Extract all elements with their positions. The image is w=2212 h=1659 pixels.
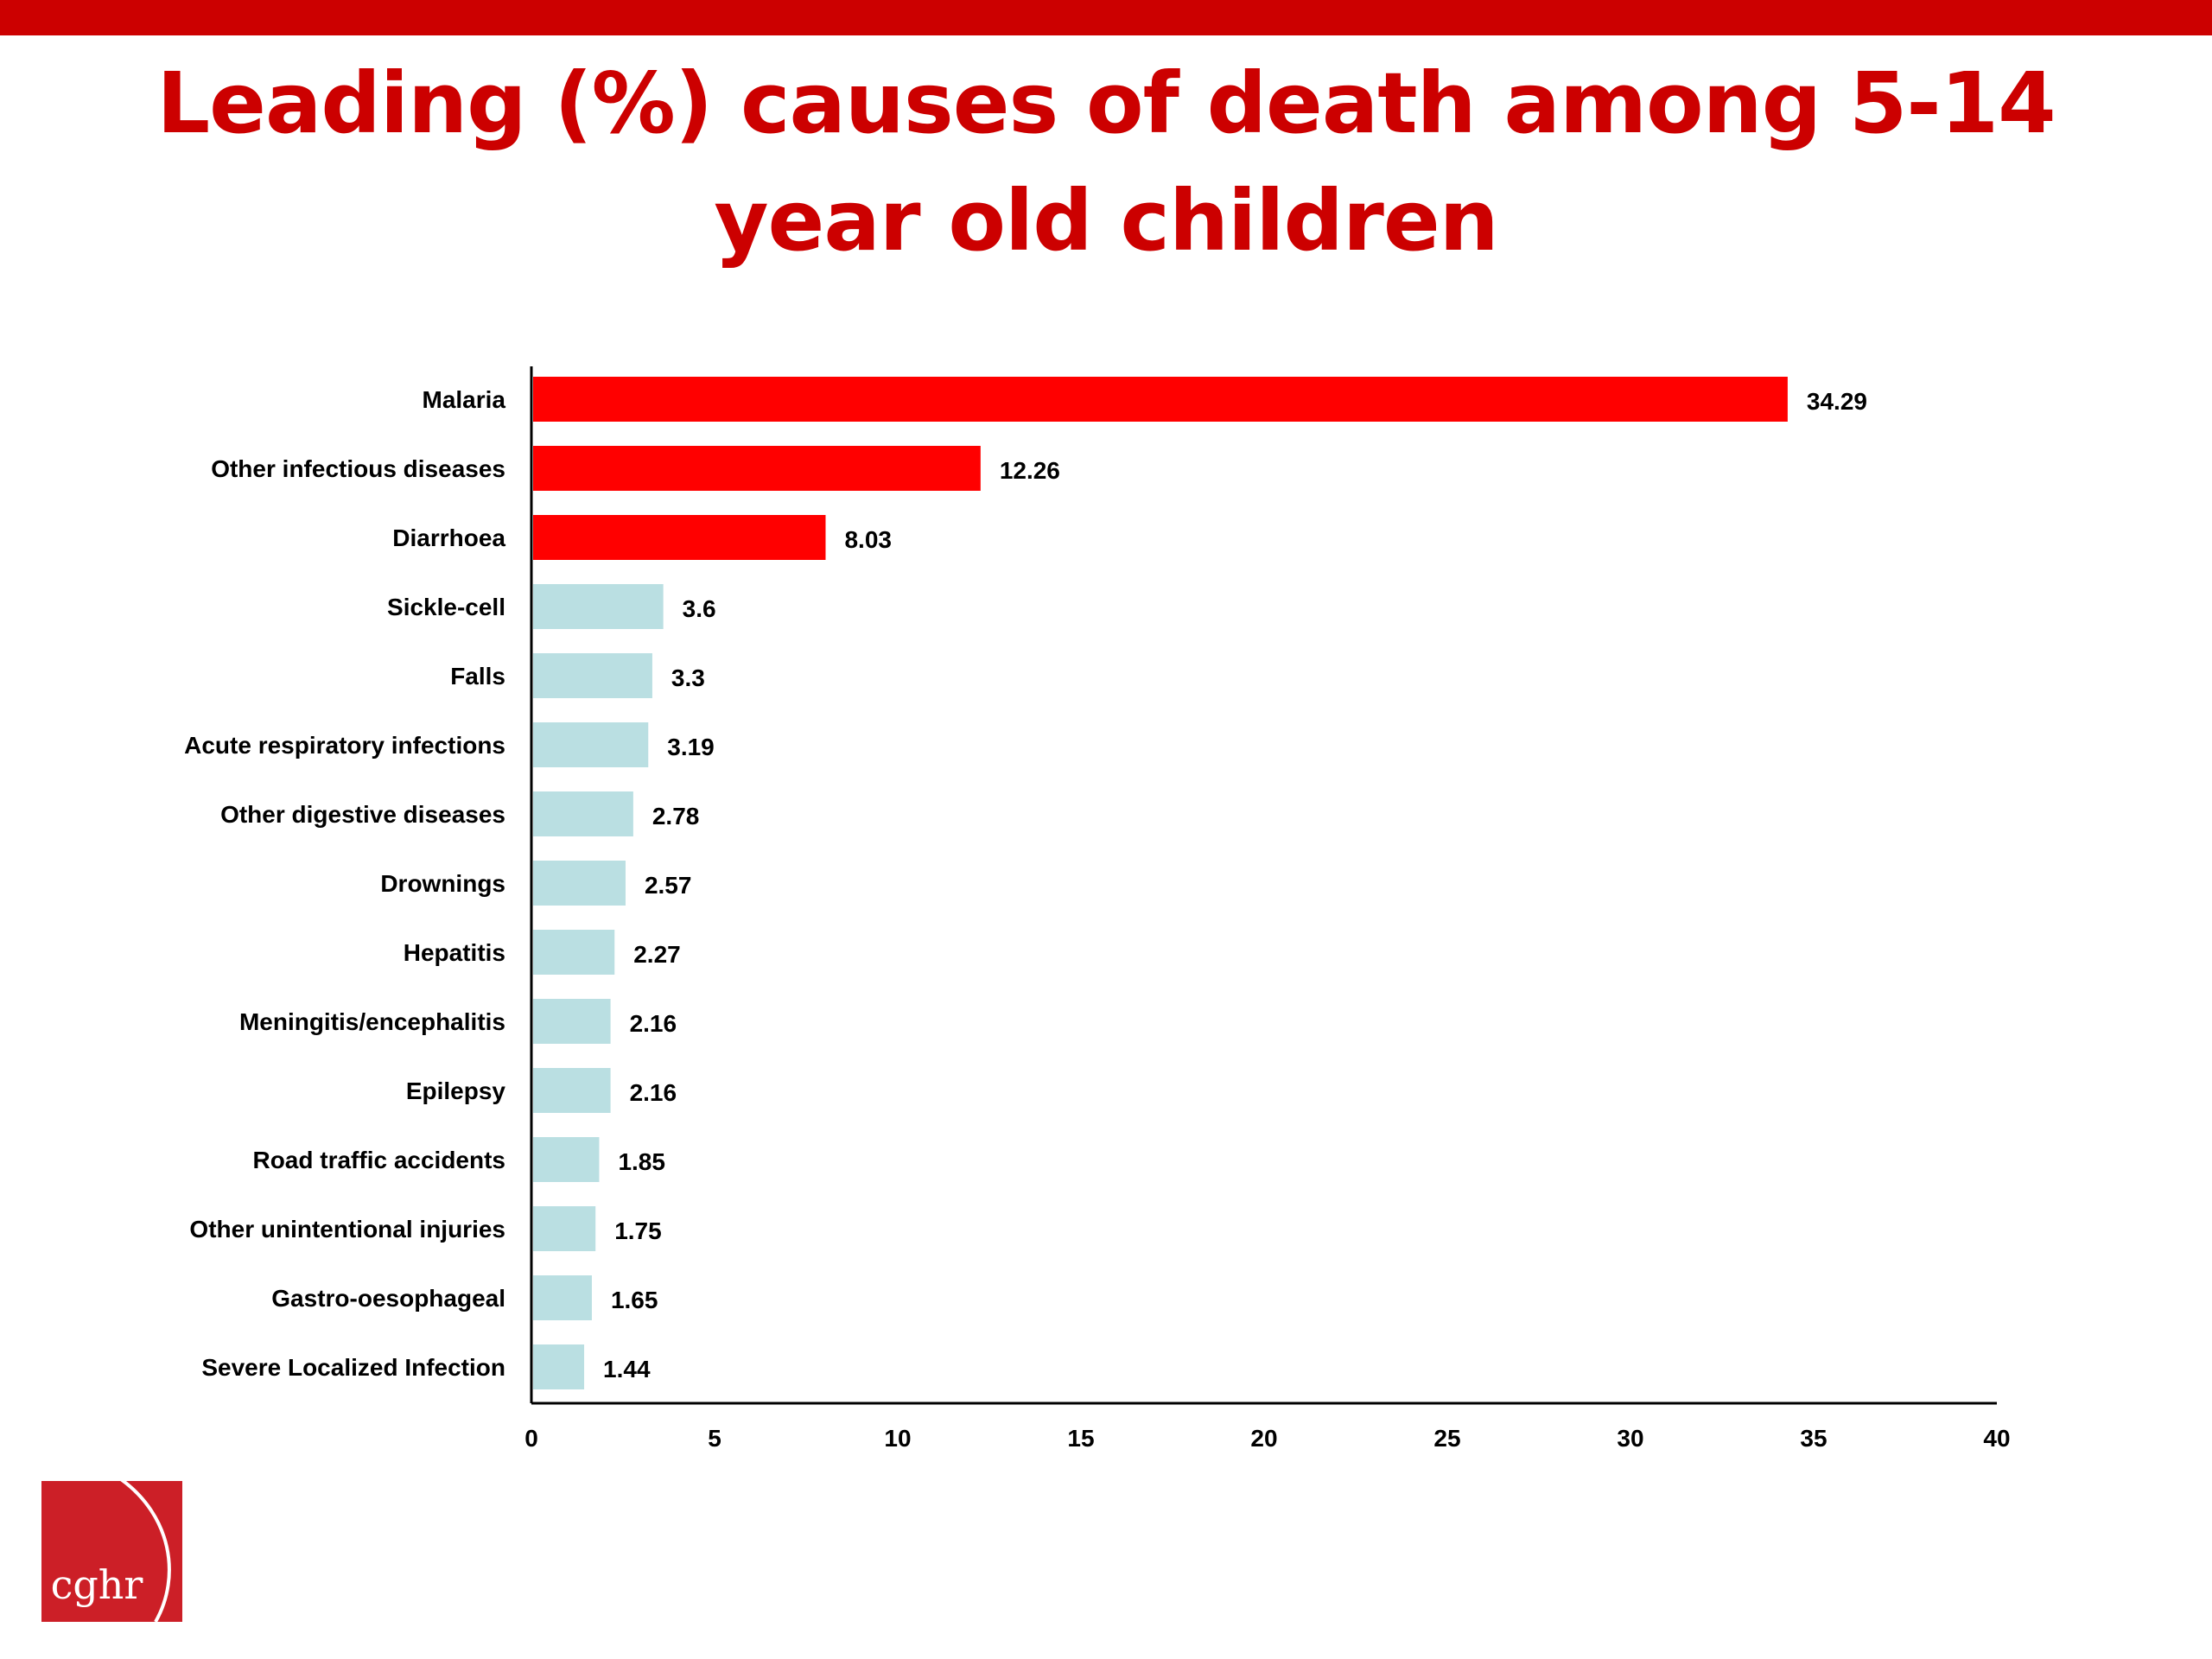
value-label: 3.3 [671, 664, 705, 691]
category-label: Diarrhoea [392, 524, 505, 551]
value-label: 1.44 [603, 1356, 651, 1382]
value-label: 2.57 [645, 872, 692, 899]
category-label: Sickle-cell [387, 594, 505, 620]
bar [533, 1344, 585, 1389]
bar [533, 653, 652, 698]
bar [533, 722, 649, 767]
x-tick-label: 0 [524, 1425, 538, 1452]
category-label: Falls [450, 663, 505, 690]
value-label: 1.65 [611, 1287, 658, 1313]
x-tick-label: 5 [708, 1425, 721, 1452]
logo-background [41, 1481, 182, 1622]
x-tick-labels: 0 5 10 15 20 25 30 35 40 [524, 1425, 2010, 1452]
bar [533, 791, 633, 836]
bar [533, 861, 626, 906]
bar [533, 377, 1788, 422]
bar [533, 999, 611, 1044]
bar [533, 1137, 600, 1182]
x-tick-label: 25 [1433, 1425, 1460, 1452]
logo-arc [120, 1481, 171, 1622]
cghr-logo: cghr [41, 1481, 182, 1622]
value-labels: 34.29 12.26 8.03 3.6 3.3 3.19 2.78 2.57 2.27 2.16… [603, 388, 1867, 1382]
value-label: 8.03 [844, 526, 891, 553]
category-label: Epilepsy [406, 1077, 506, 1104]
bar [533, 446, 981, 491]
value-label: 34.29 [1807, 388, 1867, 415]
category-label: Other unintentional injuries [189, 1216, 505, 1243]
bar [533, 1068, 611, 1113]
category-label: Other infectious diseases [211, 455, 505, 482]
bar [533, 515, 826, 560]
x-tick-label: 35 [1800, 1425, 1827, 1452]
bar [533, 930, 615, 975]
category-label: Meningitis/encephalitis [239, 1008, 505, 1035]
bar [533, 584, 664, 629]
value-label: 2.78 [652, 803, 700, 830]
x-tick-label: 15 [1067, 1425, 1094, 1452]
x-tick-label: 30 [1617, 1425, 1643, 1452]
page-title: Leading (%) causes of death among 5-14 y… [156, 54, 2056, 270]
value-label: 12.26 [1000, 457, 1060, 484]
value-label: 2.16 [630, 1079, 677, 1106]
value-label: 2.16 [630, 1010, 677, 1037]
axes [530, 366, 1997, 1405]
category-label: Road traffic accidents [252, 1147, 505, 1173]
value-label: 2.27 [633, 941, 681, 968]
x-tick-label: 20 [1250, 1425, 1277, 1452]
category-label: Hepatitis [404, 939, 505, 966]
category-label: Malaria [423, 386, 506, 413]
x-tick-label: 40 [1983, 1425, 2010, 1452]
bar [533, 1275, 592, 1320]
category-label: Severe Localized Infection [201, 1354, 505, 1381]
top-accent-bar [0, 0, 2212, 35]
bars [533, 377, 1788, 1389]
category-label: Other digestive diseases [220, 801, 505, 828]
x-tick-label: 10 [884, 1425, 911, 1452]
category-label: Gastro-oesophageal [271, 1285, 505, 1312]
value-label: 1.85 [618, 1148, 665, 1175]
category-label: Acute respiratory infections [184, 732, 505, 759]
value-label: 3.19 [667, 734, 715, 760]
logo-text: cghr [51, 1561, 143, 1608]
category-label: Drownings [380, 870, 505, 897]
category-labels: Malaria Other infectious diseases Diarrhoe… [184, 386, 505, 1381]
value-label: 1.75 [614, 1217, 662, 1244]
value-label: 3.6 [683, 595, 716, 622]
bar [533, 1206, 596, 1251]
